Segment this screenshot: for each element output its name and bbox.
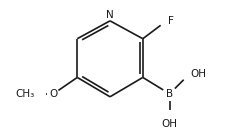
Text: F: F <box>168 16 174 26</box>
Text: B: B <box>166 89 173 99</box>
Text: OH: OH <box>190 69 206 79</box>
Text: O: O <box>49 89 57 99</box>
Text: CH₃: CH₃ <box>16 89 35 99</box>
Text: N: N <box>106 10 114 20</box>
Text: OH: OH <box>162 119 178 129</box>
